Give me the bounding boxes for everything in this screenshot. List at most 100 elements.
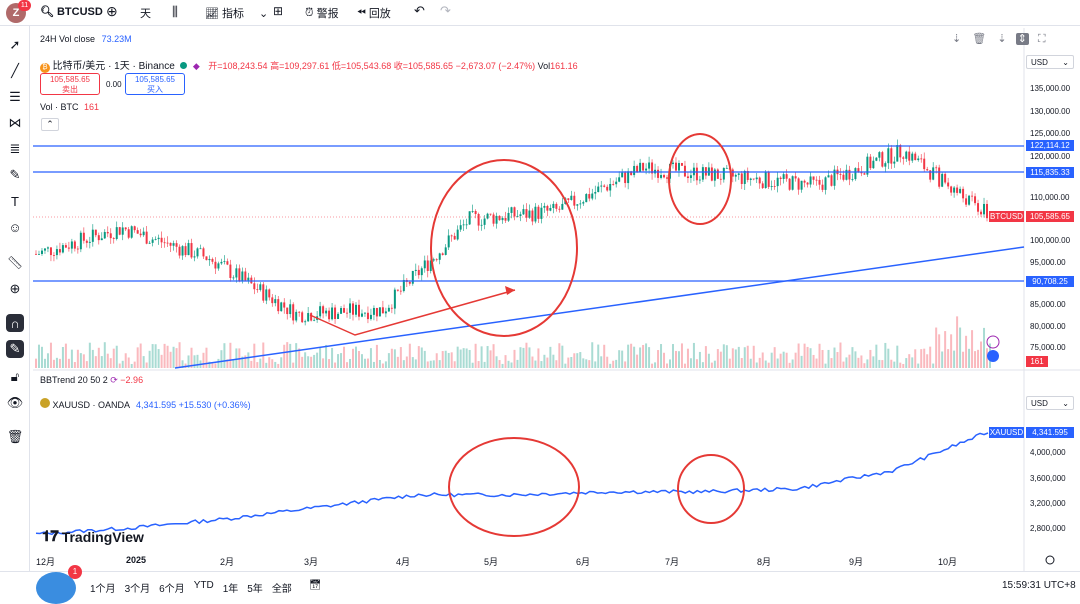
trendline-icon[interactable]: ╱ bbox=[11, 63, 19, 78]
candle-body bbox=[387, 307, 390, 312]
volume-bar bbox=[758, 357, 761, 368]
collapse-legend-button[interactable]: ⌃ bbox=[41, 118, 59, 131]
volume-bar bbox=[824, 363, 827, 368]
range-1m[interactable]: 1个月 bbox=[90, 584, 116, 595]
candle-body bbox=[552, 203, 555, 208]
candle-body bbox=[334, 307, 337, 320]
range-ytd[interactable]: YTD bbox=[193, 580, 214, 591]
volume-bar bbox=[594, 361, 597, 368]
volume-bar bbox=[363, 358, 366, 368]
brush-icon[interactable]: ✎ bbox=[9, 167, 21, 182]
volume-bar bbox=[372, 361, 375, 368]
maximize-pane-icon[interactable]: ⛶ bbox=[1037, 33, 1046, 45]
volume-bar bbox=[343, 346, 346, 368]
currency-select-main[interactable]: USD ⌄ bbox=[1026, 55, 1074, 69]
candle-body bbox=[37, 254, 40, 255]
pattern-icon[interactable]: ⋈ bbox=[8, 115, 22, 130]
volume-bar bbox=[752, 345, 755, 368]
fib-icon[interactable]: ≣ bbox=[9, 141, 21, 156]
volume-bar bbox=[848, 354, 851, 368]
replay-button[interactable]: ⏪︎ 回放 bbox=[357, 5, 391, 21]
volume-bar bbox=[896, 345, 899, 368]
chart-type-button[interactable]: ⫼ bbox=[172, 4, 178, 20]
candle-body bbox=[70, 241, 73, 249]
candle-body bbox=[35, 253, 37, 255]
undo-button[interactable]: ↶ bbox=[414, 3, 425, 19]
emoji-icon[interactable]: ☺ bbox=[8, 219, 22, 235]
volume-bar bbox=[884, 342, 887, 368]
volume-bar bbox=[85, 361, 88, 368]
candle-body bbox=[118, 227, 121, 235]
trash-icon[interactable]: 🗑︎ bbox=[6, 429, 24, 444]
volume-bar bbox=[746, 345, 749, 368]
currency-select-xau[interactable]: USD ⌄ bbox=[1026, 396, 1074, 410]
volume-bar bbox=[307, 356, 310, 368]
candle-body bbox=[558, 208, 561, 210]
layout-button[interactable]: ⊞ bbox=[273, 4, 283, 18]
redo-button[interactable]: ↷ bbox=[440, 3, 451, 19]
candle-body bbox=[106, 231, 109, 234]
candle-body bbox=[103, 231, 106, 239]
volume-bar bbox=[926, 354, 929, 368]
compare-symbol-button[interactable]: ⊕ bbox=[106, 3, 118, 20]
unlock-icon[interactable]: 🔓︎ bbox=[10, 369, 20, 384]
volume-bar bbox=[459, 349, 462, 368]
indicators-button[interactable]: 📈︎ 指标 ⌄ bbox=[205, 5, 268, 21]
date-range-icon[interactable]: 📅︎ bbox=[308, 580, 322, 591]
volume-bar bbox=[962, 351, 965, 368]
volume-bar bbox=[220, 350, 223, 368]
text-icon[interactable]: T bbox=[11, 193, 19, 209]
candle-body bbox=[456, 229, 459, 240]
chart-canvas[interactable] bbox=[0, 0, 1080, 571]
zoom-icon[interactable]: ⊕ bbox=[9, 281, 21, 296]
volume-bar bbox=[570, 357, 573, 368]
volume-bar bbox=[938, 334, 941, 368]
candle-body bbox=[283, 302, 286, 308]
range-3m[interactable]: 3个月 bbox=[124, 584, 151, 595]
move-down-icon[interactable]: ⇣ bbox=[952, 33, 962, 45]
bird-avatar-icon[interactable] bbox=[36, 572, 76, 604]
support-trendline bbox=[174, 246, 1025, 369]
volume-bar bbox=[477, 361, 480, 368]
range-1y[interactable]: 1年 bbox=[222, 584, 239, 595]
volume-bar bbox=[133, 361, 136, 368]
candle-body bbox=[349, 303, 352, 313]
volume-bar bbox=[728, 358, 731, 368]
volume-bar bbox=[501, 363, 504, 368]
pane-arrow-down-icon[interactable]: ⇣ bbox=[997, 33, 1007, 45]
range-5y[interactable]: 5年 bbox=[247, 584, 263, 595]
btc-price-tag: 105,585.65 bbox=[1026, 211, 1074, 222]
volume-bar bbox=[701, 362, 704, 368]
volume-bar bbox=[965, 335, 968, 368]
interval-button[interactable]: 天 bbox=[140, 5, 151, 21]
buy-button[interactable]: 105,585.65 买入 bbox=[125, 73, 185, 95]
sell-button[interactable]: 105,585.65 卖出 bbox=[40, 73, 100, 95]
candle-body bbox=[770, 186, 773, 187]
ruler-icon[interactable]: 📏︎ bbox=[6, 255, 24, 270]
volume-bar bbox=[295, 343, 298, 368]
range-6m[interactable]: 6个月 bbox=[159, 584, 185, 595]
delete-pane-icon[interactable]: 🗑︎ bbox=[972, 33, 987, 45]
cursor-icon[interactable]: ➚ bbox=[9, 37, 21, 52]
candle-body bbox=[791, 176, 794, 190]
volume-bar bbox=[196, 354, 199, 368]
magnet-icon[interactable]: ∩ bbox=[6, 314, 24, 332]
symbol-search[interactable]: 🔍︎ BTCUSD bbox=[40, 5, 103, 19]
eye-icon[interactable]: 👁︎ bbox=[6, 395, 24, 410]
alert-button[interactable]: ⏰︎ 警报 bbox=[305, 5, 339, 21]
candle-body bbox=[420, 268, 423, 276]
horizontal-lines-icon[interactable]: ☰ bbox=[9, 89, 21, 104]
volume-bar bbox=[112, 348, 115, 368]
candle-body bbox=[256, 289, 259, 291]
volume-bar bbox=[516, 359, 519, 368]
candle-body bbox=[794, 176, 797, 179]
pane-collapse-icon[interactable]: ⇕ bbox=[1015, 33, 1029, 45]
clock[interactable]: 15:59:31 UTC+8 bbox=[1002, 580, 1076, 591]
volume-bar bbox=[836, 352, 839, 368]
range-all[interactable]: 全部 bbox=[271, 584, 292, 595]
volume-bar bbox=[268, 357, 271, 368]
candle-body bbox=[241, 271, 244, 282]
lock-drawing-icon[interactable]: ✎ bbox=[6, 340, 24, 358]
bbtrend-settings-icon[interactable]: ⟳ bbox=[110, 375, 118, 385]
circle-annotation-may bbox=[430, 159, 578, 337]
